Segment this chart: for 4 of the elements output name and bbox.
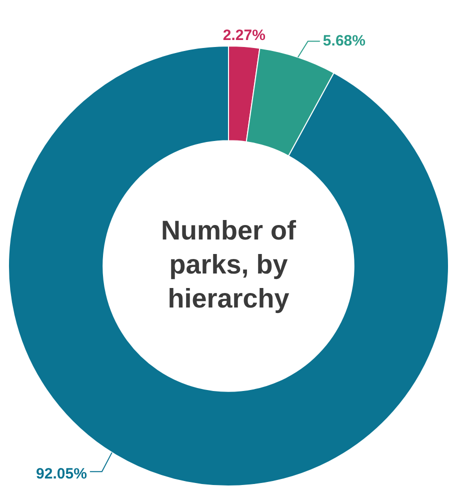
data-label: 5.68%: [322, 32, 366, 50]
data-label: 92.05%: [36, 466, 87, 483]
data-label: 2.27%: [222, 27, 266, 44]
text: Number of parks, by hierarchy: [161, 215, 298, 314]
